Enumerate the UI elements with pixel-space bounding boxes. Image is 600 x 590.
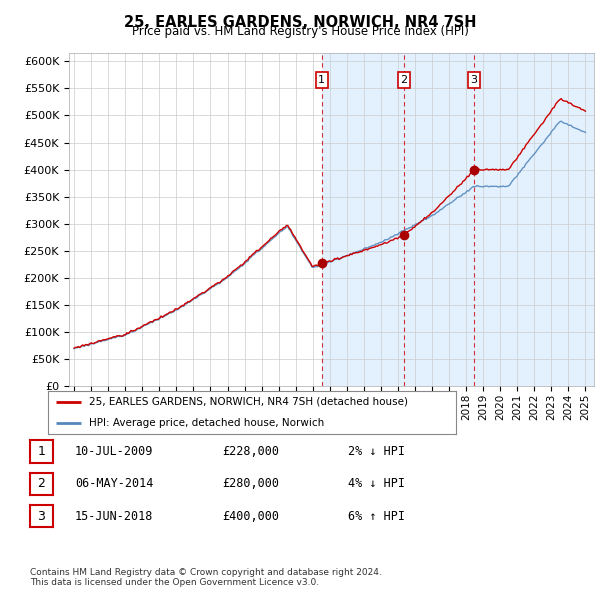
Text: 2% ↓ HPI: 2% ↓ HPI: [348, 445, 405, 458]
Text: 10-JUL-2009: 10-JUL-2009: [75, 445, 154, 458]
Text: 1: 1: [318, 75, 325, 85]
Text: 25, EARLES GARDENS, NORWICH, NR4 7SH: 25, EARLES GARDENS, NORWICH, NR4 7SH: [124, 15, 476, 30]
Text: 1: 1: [37, 445, 46, 458]
Text: 2: 2: [37, 477, 46, 490]
Text: £228,000: £228,000: [222, 445, 279, 458]
Text: Price paid vs. HM Land Registry's House Price Index (HPI): Price paid vs. HM Land Registry's House …: [131, 25, 469, 38]
Text: 3: 3: [37, 510, 46, 523]
Text: £400,000: £400,000: [222, 510, 279, 523]
Text: 06-MAY-2014: 06-MAY-2014: [75, 477, 154, 490]
Text: 15-JUN-2018: 15-JUN-2018: [75, 510, 154, 523]
Text: HPI: Average price, detached house, Norwich: HPI: Average price, detached house, Norw…: [89, 418, 324, 428]
Text: 25, EARLES GARDENS, NORWICH, NR4 7SH (detached house): 25, EARLES GARDENS, NORWICH, NR4 7SH (de…: [89, 397, 408, 407]
Text: £280,000: £280,000: [222, 477, 279, 490]
Text: 6% ↑ HPI: 6% ↑ HPI: [348, 510, 405, 523]
Text: 4% ↓ HPI: 4% ↓ HPI: [348, 477, 405, 490]
Text: Contains HM Land Registry data © Crown copyright and database right 2024.
This d: Contains HM Land Registry data © Crown c…: [30, 568, 382, 587]
Text: 2: 2: [400, 75, 407, 85]
Text: 3: 3: [470, 75, 478, 85]
Bar: [322, 53, 600, 386]
